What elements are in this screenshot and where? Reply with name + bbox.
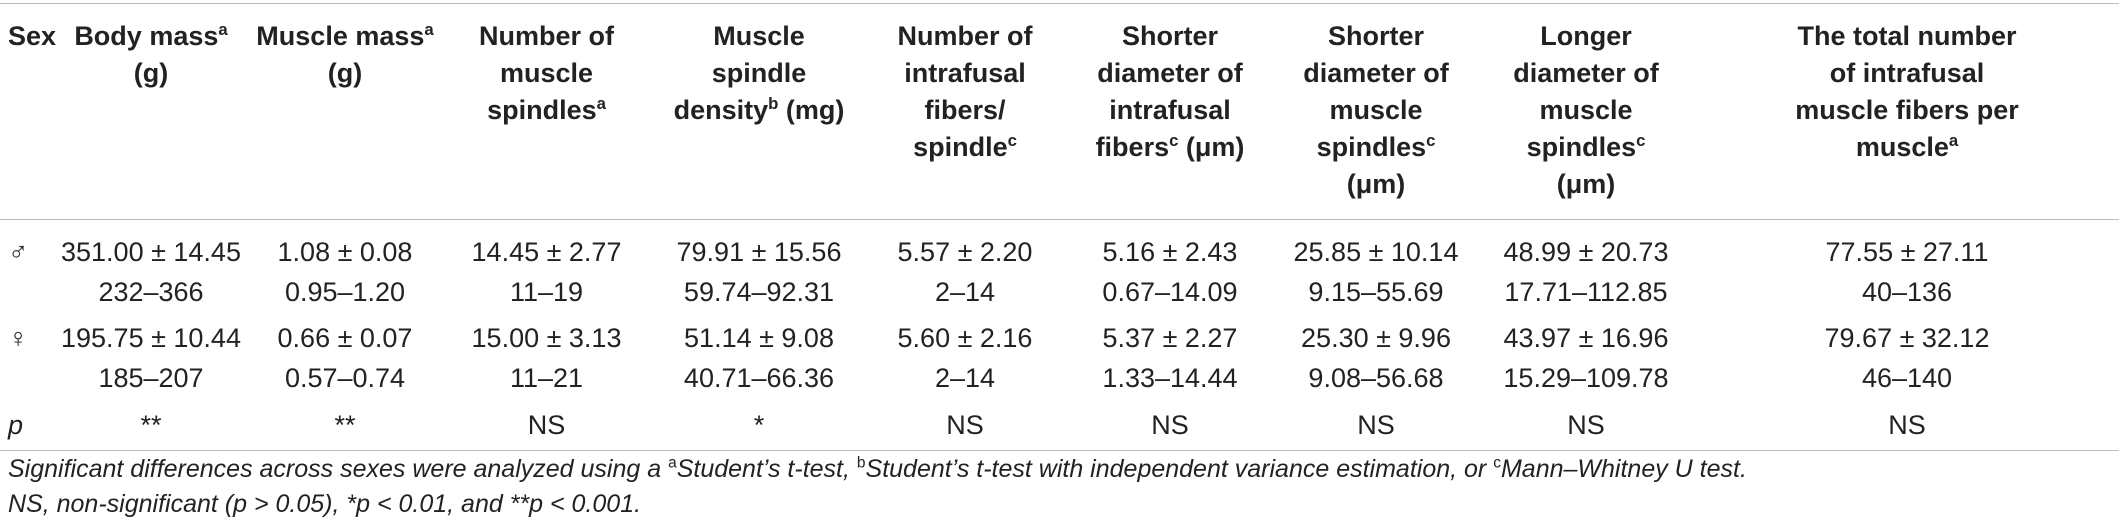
footnote-line-1: Significant differences across sexes wer…	[8, 454, 1747, 483]
data-cell: 5.57 ± 2.20 2–14	[897, 237, 1033, 307]
column-header-sex: Sex	[0, 3, 56, 220]
p-value-cell: NS	[1695, 401, 2119, 451]
column-header-intrafusal-per-spindle: Number of intrafusal fibers/ spindlec	[865, 3, 1065, 220]
column-header-shorter-diameter-spindles: Shorter diameter of muscle spindlesc (μm…	[1275, 3, 1477, 220]
column-header-longer-diameter-spindles: Longer diameter of muscle spindlesc (μm)	[1477, 3, 1695, 220]
data-cell: 195.75 ± 10.44 185–207	[61, 323, 241, 393]
data-cell: 43.97 ± 16.96 15.29–109.78	[1503, 323, 1669, 393]
p-value-cell: *	[653, 401, 865, 451]
header-unit: (g)	[327, 58, 363, 88]
column-header-muscle-mass: Muscle massa (g)	[250, 3, 440, 220]
table-row-p-value: p ** ** NS * NS NS NS NS NS	[0, 401, 2119, 451]
column-header-total-intrafusal: The total number of intrafusal muscle fi…	[1695, 3, 2119, 220]
data-cell: 79.91 ± 15.56 59.74–92.31	[676, 237, 842, 307]
data-cell: 1.08 ± 0.08 0.95–1.20	[277, 237, 413, 307]
footnote-line-2: NS, non-significant (p > 0.05), *p < 0.0…	[8, 490, 642, 518]
data-table: Sex Body massa (g) Muscle massa (g) Numb…	[0, 3, 2119, 451]
data-cell: 5.16 ± 2.43 0.67–14.09	[1102, 237, 1238, 307]
header-unit: (g)	[133, 58, 169, 88]
p-value-cell: NS	[1477, 401, 1695, 451]
data-cell: 25.85 ± 10.14 9.15–55.69	[1293, 237, 1459, 307]
p-value-cell: **	[250, 401, 440, 451]
p-value-cell: NS	[1065, 401, 1275, 451]
data-cell: 0.66 ± 0.07 0.57–0.74	[277, 323, 413, 393]
p-value-cell: NS	[440, 401, 653, 451]
column-header-spindle-density: Muscle spindle densityb (mg)	[653, 3, 865, 220]
data-cell: 5.37 ± 2.27 1.33–14.44	[1102, 323, 1238, 393]
column-header-number-of-spindles: Number of muscle spindlesa	[440, 3, 653, 220]
table-row-male: ♂ 351.00 ± 14.45 232–366 1.08 ± 0.08 0.95–…	[0, 220, 2119, 316]
column-header-shorter-diameter-fibers: Shorter diameter of intrafusal fibersc (…	[1065, 3, 1275, 220]
table-footnote: Significant differences across sexes wer…	[8, 452, 2108, 522]
data-cell: 48.99 ± 20.73 17.71–112.85	[1503, 237, 1669, 307]
p-value-cell: NS	[865, 401, 1065, 451]
data-cell: 51.14 ± 9.08 40.71–66.36	[683, 323, 835, 393]
sex-cell: ♂	[8, 237, 29, 267]
p-label: p	[0, 401, 52, 451]
data-cell: 5.60 ± 2.16 2–14	[897, 323, 1033, 393]
p-value-cell: **	[52, 401, 250, 451]
data-cell: 14.45 ± 2.77 11–19	[471, 237, 622, 307]
p-value-cell: NS	[1275, 401, 1477, 451]
sex-cell: ♀	[8, 323, 29, 353]
data-cell: 15.00 ± 3.13 11–21	[471, 323, 622, 393]
data-cell: 77.55 ± 27.11 40–136	[1825, 237, 1989, 307]
table-row-female: ♀ 195.75 ± 10.44 185–207 0.66 ± 0.07 0.57–…	[0, 315, 2119, 401]
data-cell: 25.30 ± 9.96 9.08–56.68	[1301, 323, 1451, 393]
data-cell: 79.67 ± 32.12 46–140	[1824, 323, 1990, 393]
column-header-body-mass: Body massa (g)	[52, 3, 250, 220]
data-cell: 351.00 ± 14.45 232–366	[61, 237, 241, 307]
header-row: Sex Body massa (g) Muscle massa (g) Numb…	[0, 3, 2119, 220]
